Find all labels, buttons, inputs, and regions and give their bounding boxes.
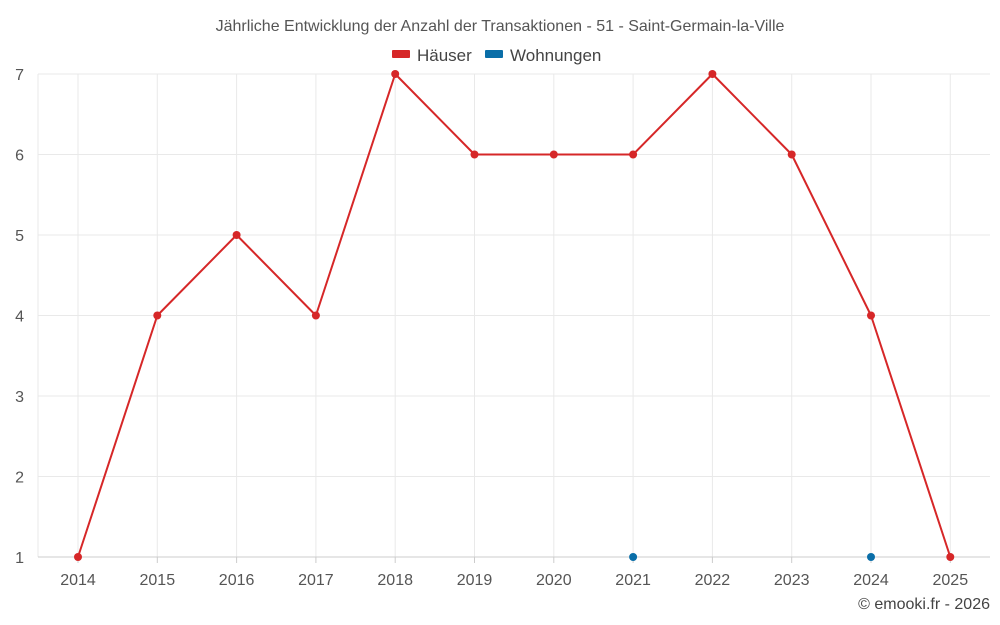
- x-tick-label: 2022: [695, 572, 731, 589]
- x-tick-label: 2019: [457, 572, 493, 589]
- legend-label-haeuser[interactable]: Häuser: [417, 46, 472, 65]
- y-tick-label: 1: [15, 550, 24, 567]
- x-tick-label: 2024: [853, 572, 889, 589]
- data-point-haeuser[interactable]: [470, 150, 479, 159]
- grid: [38, 73, 990, 557]
- x-tick-label: 2021: [615, 572, 651, 589]
- x-tick-label: 2014: [60, 572, 96, 589]
- data-point-haeuser[interactable]: [708, 70, 717, 78]
- legend-swatch-haeuser: [392, 50, 410, 58]
- data-point-haeuser[interactable]: [787, 150, 796, 159]
- data-point-haeuser[interactable]: [629, 150, 638, 159]
- x-tick-label: 2015: [140, 572, 176, 589]
- y-tick-label: 7: [15, 67, 24, 84]
- chart-title: Jährliche Entwicklung der Anzahl der Tra…: [216, 18, 785, 35]
- x-tick-label: 2016: [219, 572, 255, 589]
- data-point-haeuser[interactable]: [946, 553, 955, 561]
- series-line-haeuser: [77, 73, 952, 558]
- legend: Häuser Wohnungen: [392, 46, 601, 65]
- y-tick-label: 5: [15, 228, 24, 245]
- data-point-haeuser[interactable]: [311, 311, 320, 320]
- data-point-haeuser[interactable]: [153, 311, 162, 320]
- y-tick-label: 6: [15, 148, 24, 165]
- y-tick-label: 2: [15, 470, 24, 487]
- x-tick-label: 2025: [933, 572, 969, 589]
- legend-swatch-wohnungen: [485, 50, 503, 58]
- data-point-wohnungen[interactable]: [629, 553, 638, 561]
- data-point-wohnungen[interactable]: [867, 553, 875, 561]
- y-tick-label: 3: [15, 389, 24, 406]
- legend-label-wohnungen[interactable]: Wohnungen: [510, 46, 601, 65]
- x-tick-label: 2023: [774, 572, 810, 589]
- credit-text: © emooki.fr - 2026: [858, 596, 990, 613]
- data-point-haeuser[interactable]: [391, 70, 400, 78]
- series: [74, 70, 955, 561]
- data-point-haeuser[interactable]: [74, 553, 82, 561]
- data-point-haeuser[interactable]: [867, 311, 875, 320]
- x-tick-label: 2020: [536, 572, 572, 589]
- x-tick-label: 2018: [377, 572, 413, 589]
- data-point-haeuser[interactable]: [232, 231, 241, 239]
- x-tick-label: 2017: [298, 572, 334, 589]
- y-tick-label: 4: [15, 309, 24, 326]
- data-point-haeuser[interactable]: [549, 150, 558, 159]
- axes: 1 2 3 4 5 6 7 2014 2015 2016 2017 2018 2019 2020 2021 2…: [15, 67, 990, 589]
